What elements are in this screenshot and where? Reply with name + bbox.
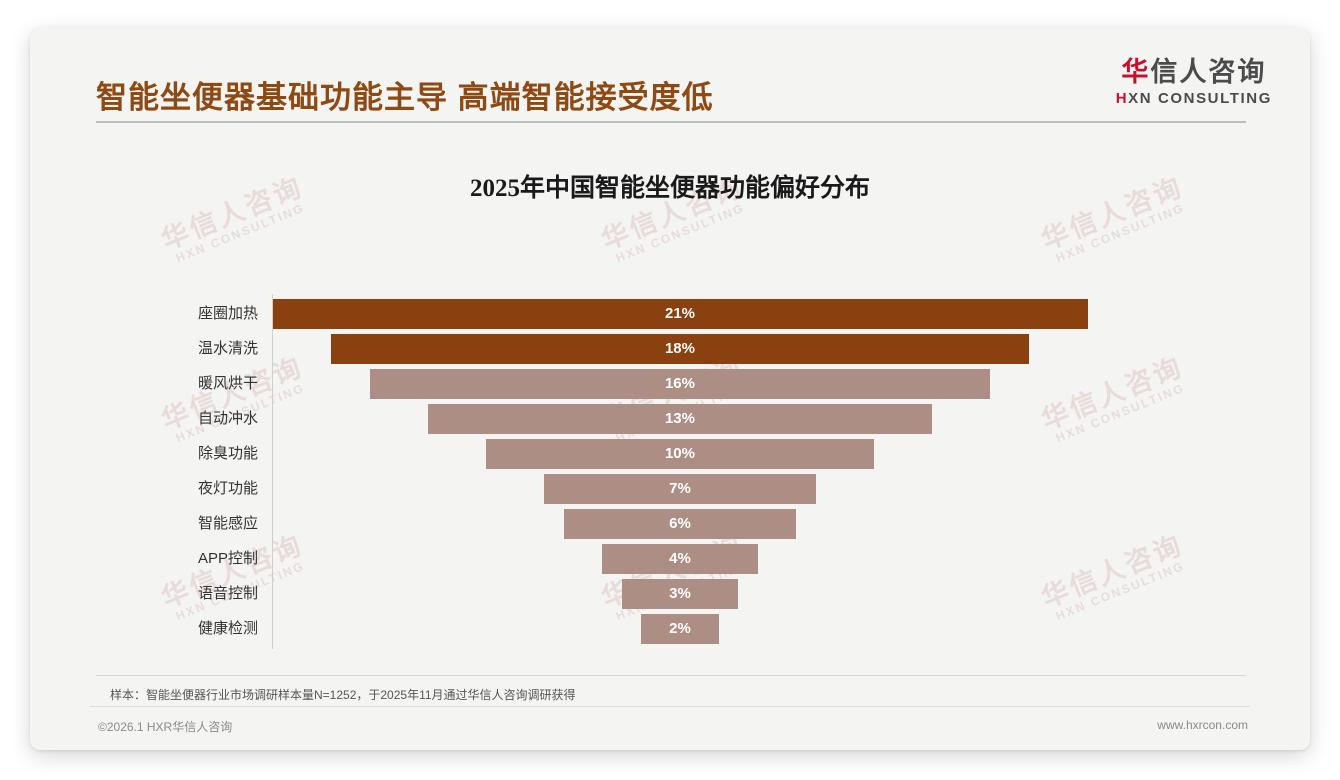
category-label: 夜灯功能 <box>197 480 258 497</box>
category-label: 智能感应 <box>197 515 258 532</box>
logo-en-rest: XN CONSULTING <box>1128 90 1272 108</box>
funnel-bar: 16% <box>369 369 991 399</box>
category-label: 语音控制 <box>197 585 258 602</box>
category-label: 温水清洗 <box>197 340 258 357</box>
brand-logo: 华信人咨询 HXN CONSULTING <box>1116 58 1272 108</box>
chart-row: 除臭功能 10% <box>30 439 1310 469</box>
page-title: 智能坐便器基础功能主导 高端智能接受度低 <box>96 80 714 115</box>
funnel-bar: 21% <box>272 299 1088 329</box>
chart-row: 智能感应 6% <box>30 509 1310 539</box>
logo-cn-rest: 信人咨询 <box>1150 57 1267 87</box>
funnel-bar: 2% <box>641 614 719 644</box>
category-label: 暖风烘干 <box>197 375 258 392</box>
slide-card: 华信人咨询 HXN CONSULTING 华信人咨询 HXN CONSULTIN… <box>30 28 1310 750</box>
category-label: APP控制 <box>197 550 258 567</box>
chart-row: 座圈加热 21% <box>30 299 1310 329</box>
chart-row: 语音控制 3% <box>30 579 1310 609</box>
category-label: 健康检测 <box>197 620 258 637</box>
chart-row: 自动冲水 13% <box>30 404 1310 434</box>
logo-cn-accent: 华 <box>1121 57 1151 87</box>
watermark-en: HXN CONSULTING <box>613 200 747 266</box>
funnel-bar: 13% <box>427 404 933 434</box>
chart-row: 暖风烘干 16% <box>30 369 1310 399</box>
chart-axis-line <box>272 294 273 649</box>
funnel-chart: 座圈加热 21% 温水清洗 18% 暖风烘干 16% 自动冲水 13% 除臭功能 10% 夜灯功能 7… <box>30 268 1310 653</box>
funnel-bar: 7% <box>544 474 816 504</box>
chart-row: 健康检测 2% <box>30 614 1310 644</box>
chart-row: 夜灯功能 7% <box>30 474 1310 504</box>
chart-row: 温水清洗 18% <box>30 334 1310 364</box>
logo-en-accent: H <box>1115 90 1129 108</box>
chart-footnote: 样本：智能坐便器行业市场调研样本量N=1252，于2025年11月通过华信人咨询… <box>110 688 576 702</box>
header-divider <box>96 121 1246 123</box>
chart-title: 2025年中国智能坐便器功能偏好分布 <box>469 175 870 202</box>
watermark-en: HXN CONSULTING <box>173 200 307 266</box>
chart-row: APP控制 4% <box>30 544 1310 574</box>
footnote-divider <box>96 675 1246 676</box>
category-label: 座圈加热 <box>197 305 258 322</box>
footer-website[interactable]: www.hxrcon.com <box>1157 718 1248 732</box>
footer-copyright: ©2026.1 HXR华信人咨询 <box>98 720 233 734</box>
slide-header: 智能坐便器基础功能主导 高端智能接受度低 华信人咨询 HXN CONSULTIN… <box>30 28 1310 123</box>
watermark-en: HXN CONSULTING <box>1053 200 1187 266</box>
logo-chinese: 华信人咨询 <box>1116 58 1272 86</box>
logo-english: HXN CONSULTING <box>1116 90 1272 107</box>
funnel-bar: 3% <box>621 579 739 609</box>
funnel-bar: 4% <box>602 544 758 574</box>
category-label: 除臭功能 <box>197 445 258 462</box>
funnel-bar: 10% <box>485 439 875 469</box>
funnel-bar: 18% <box>330 334 1030 364</box>
category-label: 自动冲水 <box>197 410 258 427</box>
funnel-bar: 6% <box>563 509 797 539</box>
footer-divider <box>90 706 1250 707</box>
